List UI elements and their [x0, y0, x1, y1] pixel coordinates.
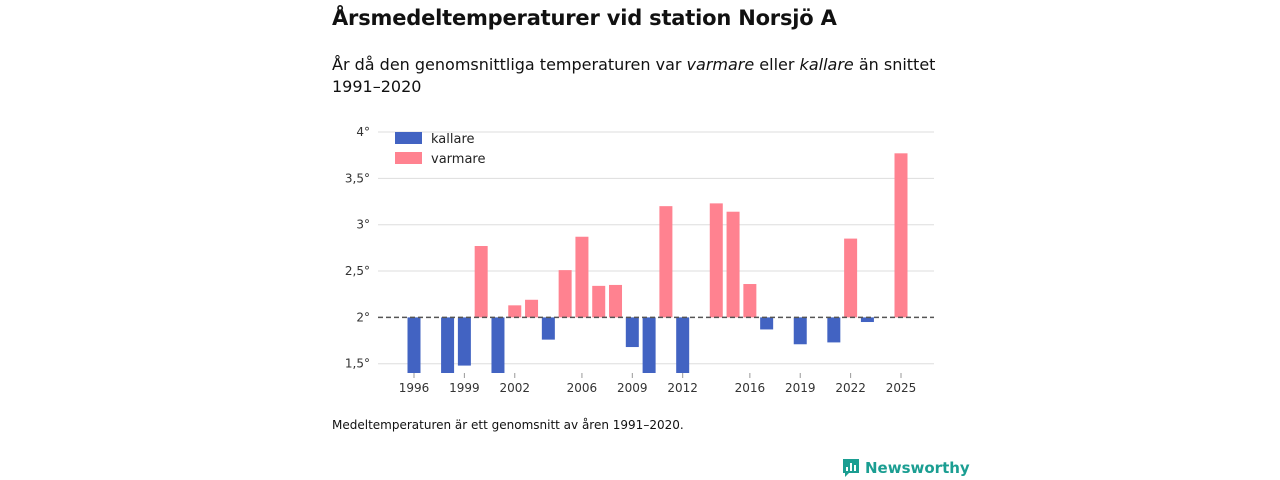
y-tick-label: 1,5° — [345, 357, 370, 371]
bar-kallare-2023 — [860, 317, 874, 323]
bar-varmare-2025 — [894, 153, 908, 318]
bar-kallare-2004 — [541, 317, 555, 340]
bar-kallare-2009 — [625, 317, 639, 348]
subtitle-text-1: År då den genomsnittliga temperaturen va… — [332, 55, 687, 74]
x-tick-label: 2009 — [617, 381, 648, 395]
bar-varmare-2015 — [726, 211, 740, 318]
newsworthy-logo-icon — [843, 459, 859, 477]
subtitle-warm-word: varmare — [686, 55, 755, 74]
bar-kallare-2017 — [760, 317, 774, 330]
brand-name: Newsworthy — [865, 459, 970, 477]
bar-kallare-2012 — [676, 317, 690, 373]
bar-varmare-2011 — [659, 206, 673, 318]
subtitle-text-2: eller — [754, 55, 800, 74]
chart-title: Årsmedeltemperaturer vid station Norsjö … — [332, 6, 837, 30]
bar-varmare-2000 — [474, 246, 488, 318]
x-tick-label: 2022 — [835, 381, 866, 395]
y-tick-label: 2° — [356, 310, 370, 324]
legend-swatch-kallare — [395, 132, 422, 144]
chart-container: Årsmedeltemperaturer vid station Norsjö … — [332, 0, 970, 480]
bar-varmare-2006 — [575, 236, 589, 318]
bar-varmare-2014 — [709, 203, 723, 318]
bar-kallare-1998 — [441, 317, 455, 373]
bar-kallare-2021 — [827, 317, 841, 343]
x-tick-label: 2016 — [735, 381, 766, 395]
bar-kallare-2010 — [642, 317, 656, 373]
legend-label-kallare: kallare — [431, 132, 475, 147]
subtitle-text-3: än snittet 1991–2020 — [332, 55, 936, 96]
bar-varmare-2005 — [558, 270, 572, 318]
bar-kallare-2001 — [491, 317, 505, 373]
x-tick-label: 2012 — [667, 381, 698, 395]
y-tick-label: 3° — [356, 218, 370, 232]
bar-kallare-2019 — [793, 317, 807, 345]
y-tick-label: 2,5° — [345, 264, 370, 278]
chart-subtitle: År då den genomsnittliga temperaturen va… — [332, 54, 942, 98]
bar-varmare-2002 — [508, 305, 522, 318]
x-tick-label: 2019 — [785, 381, 816, 395]
x-tick-label: 1999 — [449, 381, 480, 395]
newsworthy-brand[interactable]: Newsworthy — [842, 458, 970, 478]
bar-kallare-1996 — [407, 317, 421, 373]
bar-kallare-1999 — [457, 317, 471, 366]
bar-varmare-2016 — [743, 284, 757, 318]
subtitle-cold-word: kallare — [799, 55, 854, 74]
legend-label-varmare: varmare — [431, 152, 485, 167]
bar-varmare-2003 — [525, 299, 539, 318]
x-tick-label: 2002 — [499, 381, 530, 395]
x-tick-label: 1996 — [399, 381, 430, 395]
bar-varmare-2008 — [609, 284, 623, 318]
bar-chart: 1,5° 2° 2,5° 3° 3,5° 4° 1996 1999 2002 2006 2009 20… — [345, 125, 934, 395]
bar-varmare-2022 — [844, 238, 858, 318]
y-tick-label: 3,5° — [345, 171, 370, 185]
legend-swatch-varmare — [395, 152, 422, 164]
x-tick-label: 2025 — [886, 381, 917, 395]
y-tick-label: 4° — [356, 125, 370, 139]
footnote: Medeltemperaturen är ett genomsnitt av å… — [332, 418, 684, 432]
bar-varmare-2007 — [592, 285, 606, 318]
x-tick-label: 2006 — [567, 381, 598, 395]
